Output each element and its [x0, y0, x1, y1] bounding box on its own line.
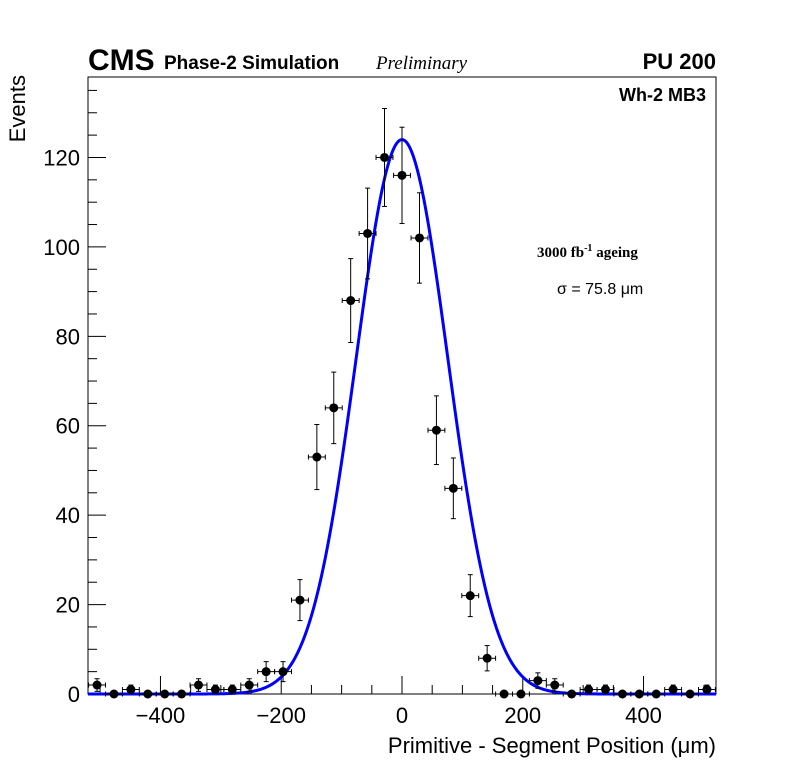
data-points-layer [88, 108, 716, 699]
data-point-group [630, 689, 649, 699]
y-axis-label: Events [5, 75, 30, 142]
data-point-group [410, 192, 429, 284]
y-tick-label: 0 [68, 682, 80, 707]
data-point-group [341, 258, 360, 343]
data-point-group [596, 684, 615, 695]
data-point-group [324, 371, 343, 445]
data-point-group [697, 684, 716, 695]
data-point-group [478, 645, 497, 672]
data-point [516, 689, 526, 699]
data-point-group [105, 689, 123, 699]
data-point-group [88, 678, 107, 692]
data-point-group [393, 126, 411, 225]
y-tick-label: 40 [56, 503, 80, 528]
data-point-group [223, 684, 242, 695]
data-point [244, 680, 254, 690]
data-point [194, 680, 204, 690]
y-tick-label: 100 [43, 235, 80, 260]
data-point [177, 689, 187, 699]
data-point-group [664, 684, 683, 695]
data-point [92, 680, 102, 690]
data-point [685, 689, 695, 699]
data-point [295, 595, 305, 605]
x-tick-label: 400 [625, 703, 662, 728]
data-point-group [121, 684, 140, 695]
sigma-label: σ = 75.8 μm [557, 281, 643, 298]
lumi-label: 3000 fb-1 ageing [537, 243, 638, 261]
data-point-group [138, 689, 157, 699]
data-point [160, 689, 170, 699]
axes: −400 −200 0 200 400 0 20 40 60 80 100 120 [43, 89, 705, 728]
data-point-group [613, 689, 632, 699]
data-point [651, 689, 661, 699]
data-point [379, 152, 389, 162]
data-point [600, 685, 610, 695]
data-point-group [290, 579, 309, 622]
data-point [278, 667, 288, 677]
data-point [227, 685, 237, 695]
data-point-group [647, 689, 666, 699]
data-point-group [358, 187, 377, 280]
data-point-group [274, 661, 292, 683]
data-point [346, 296, 356, 306]
y-tick-label: 80 [56, 324, 80, 349]
data-point [482, 653, 492, 663]
simulation-label: Phase-2 Simulation [164, 53, 339, 74]
x-tick-label: −200 [256, 703, 306, 728]
pileup-label: PU 200 [643, 49, 716, 74]
data-point [210, 685, 220, 695]
data-point [702, 685, 712, 695]
data-point [550, 680, 560, 690]
data-point [431, 425, 441, 435]
region-label: Wh-2 MB3 [619, 85, 706, 105]
data-point-group [545, 678, 564, 692]
experiment-label: CMS [88, 44, 155, 77]
data-point-group [681, 689, 699, 699]
x-tick-label: 0 [396, 703, 408, 728]
data-point [668, 685, 678, 695]
data-point [617, 689, 627, 699]
y-tick-label: 120 [43, 145, 80, 170]
data-point [143, 689, 153, 699]
data-point [499, 689, 509, 699]
data-point [126, 685, 136, 695]
data-point [634, 689, 644, 699]
x-axis-label: Primitive - Segment Position (μm) [388, 733, 716, 758]
data-point-group [528, 672, 547, 689]
data-point [584, 685, 594, 695]
data-point-group [307, 423, 326, 491]
data-point-group [512, 689, 530, 699]
data-point [567, 689, 577, 699]
data-point [261, 667, 271, 677]
data-point [448, 483, 458, 493]
x-tick-label: −400 [136, 703, 186, 728]
data-point-group [257, 661, 276, 683]
status-label: Preliminary [375, 53, 468, 74]
y-tick-label: 20 [56, 593, 80, 618]
data-point-group [562, 689, 581, 699]
data-point [465, 591, 475, 601]
y-tick-label: 60 [56, 414, 80, 439]
data-point-group [155, 689, 174, 699]
data-point [533, 676, 543, 686]
data-point-group [444, 457, 463, 520]
data-point [415, 233, 425, 243]
data-point-group [172, 689, 191, 699]
data-point [109, 689, 119, 699]
data-point-group [495, 689, 514, 699]
data-point-group [427, 395, 446, 466]
data-point [329, 403, 339, 413]
data-point [363, 228, 373, 238]
data-point [312, 452, 322, 462]
data-point-group [461, 574, 480, 618]
data-point [397, 170, 407, 180]
x-tick-label: 200 [504, 703, 541, 728]
data-point-group [240, 678, 259, 692]
data-point-group [189, 678, 208, 692]
data-point-group [375, 108, 394, 207]
